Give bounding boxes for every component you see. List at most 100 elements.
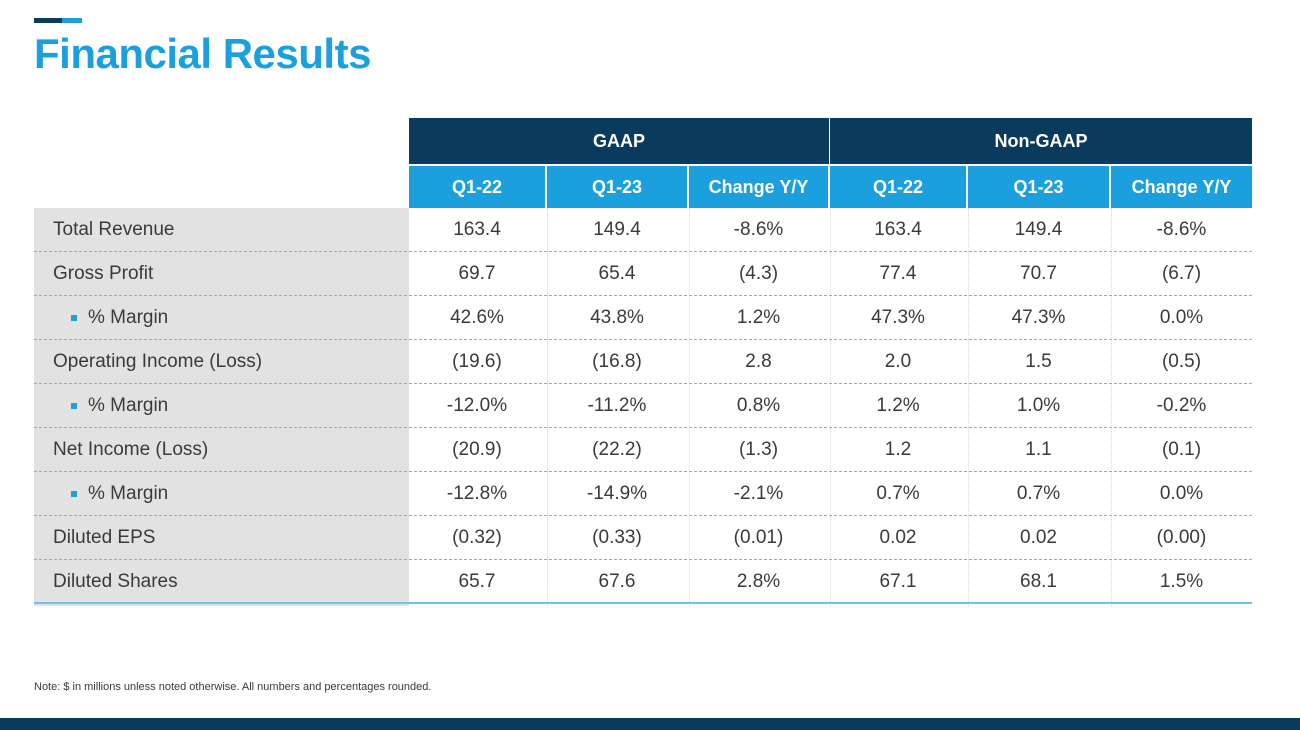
row-label-text: Operating Income (Loss) xyxy=(53,351,263,372)
value-cell: -12.8% xyxy=(446,483,508,504)
value-cell: -8.6% xyxy=(1156,219,1207,240)
value-cell: 1.1 xyxy=(1025,439,1052,460)
value-cell: 0.02 xyxy=(879,527,917,548)
value-cell: -14.9% xyxy=(586,483,648,504)
row-separator xyxy=(34,602,1252,604)
value-cell: 47.3% xyxy=(1011,307,1066,328)
value-cell: (0.5) xyxy=(1161,351,1202,372)
value-cell: 1.0% xyxy=(1016,395,1061,416)
column-header: Change Y/Y xyxy=(689,166,828,208)
table-row: Operating Income (Loss) (19.6) (16.8) 2.8 2.… xyxy=(34,340,1252,384)
column-header: Q1-22 xyxy=(409,166,545,208)
row-label: Net Income (Loss) xyxy=(34,428,409,472)
bullet-icon xyxy=(71,315,77,321)
value-cell: (0.00) xyxy=(1156,527,1207,548)
group-header-0: GAAP xyxy=(409,118,829,164)
value-cell: 163.4 xyxy=(874,219,922,240)
bullet-icon xyxy=(71,491,77,497)
table-row: Diluted EPS (0.32) (0.33) (0.01) 0.02 0.02 (0.… xyxy=(34,516,1252,560)
row-label: Total Revenue xyxy=(34,208,409,252)
value-cell: (6.7) xyxy=(1161,263,1202,284)
column-divider xyxy=(547,208,548,606)
row-label: % Margin xyxy=(34,384,409,428)
value-cell: (0.32) xyxy=(452,527,502,548)
row-label-text: % Margin xyxy=(88,395,169,416)
row-separator xyxy=(34,251,1252,252)
value-cell: 149.4 xyxy=(593,219,641,240)
value-cell: 67.1 xyxy=(879,571,917,592)
row-label: % Margin xyxy=(34,472,409,516)
row-label-text: Net Income (Loss) xyxy=(53,439,209,460)
row-label-text: Diluted Shares xyxy=(53,571,178,592)
column-divider xyxy=(689,208,690,606)
row-label-text: Diluted EPS xyxy=(53,527,156,548)
value-cell: (0.33) xyxy=(592,527,642,548)
column-divider xyxy=(830,208,831,606)
row-label: Diluted Shares xyxy=(34,560,409,604)
value-cell: 1.5 xyxy=(1025,351,1052,372)
value-cell: (20.9) xyxy=(452,439,502,460)
footnote: Note: $ in millions unless noted otherwi… xyxy=(34,681,432,693)
row-label-text: % Margin xyxy=(88,483,169,504)
footer-bar xyxy=(0,718,1300,730)
value-cell: 2.8% xyxy=(736,571,781,592)
value-cell: 67.6 xyxy=(598,571,636,592)
value-cell: (0.01) xyxy=(733,527,784,548)
value-cell: (19.6) xyxy=(452,351,502,372)
value-cell: (16.8) xyxy=(592,351,642,372)
row-label: Gross Profit xyxy=(34,252,409,296)
page-title: Financial Results xyxy=(34,30,371,77)
column-header: Q1-22 xyxy=(830,166,966,208)
column-header: Q1-23 xyxy=(968,166,1109,208)
table-row: % Margin 42.6% 43.8% 1.2% 47.3% 47.3% 0.0% xyxy=(34,296,1252,340)
row-label-text: Total Revenue xyxy=(53,219,175,240)
value-cell: 0.7% xyxy=(1016,483,1061,504)
column-divider xyxy=(968,208,969,606)
value-cell: 1.2% xyxy=(876,395,920,416)
table-row: Diluted Shares 65.7 67.6 2.8% 67.1 68.1 1.5% xyxy=(34,560,1252,604)
value-cell: -12.0% xyxy=(446,395,508,416)
row-separator xyxy=(34,559,1252,560)
value-cell: 1.2% xyxy=(736,307,781,328)
accent-bar-light xyxy=(62,18,82,23)
column-divider xyxy=(1111,208,1112,606)
value-cell: 43.8% xyxy=(590,307,644,328)
value-cell: (22.2) xyxy=(592,439,642,460)
value-cell: -11.2% xyxy=(587,395,647,416)
value-cell: 2.8 xyxy=(745,351,772,372)
value-cell: (4.3) xyxy=(738,263,779,284)
accent-bar xyxy=(34,18,82,23)
row-label-text: Gross Profit xyxy=(53,263,154,284)
value-cell: 163.4 xyxy=(453,219,501,240)
bullet-icon xyxy=(71,403,77,409)
value-cell: 42.6% xyxy=(450,307,504,328)
value-cell: 2.0 xyxy=(884,351,912,372)
table-body: Total Revenue 163.4 149.4 -8.6% 163.4 149.4 -8… xyxy=(34,208,1252,606)
row-label: Operating Income (Loss) xyxy=(34,340,409,384)
value-cell: 1.2 xyxy=(884,439,912,460)
group-header-1: Non-GAAP xyxy=(830,118,1252,164)
value-cell: 1.5% xyxy=(1159,571,1204,592)
table-row: Net Income (Loss) (20.9) (22.2) (1.3) 1.2 1.1… xyxy=(34,428,1252,472)
value-cell: 0.02 xyxy=(1020,527,1057,548)
value-cell: 47.3% xyxy=(871,307,925,328)
row-separator xyxy=(34,515,1252,516)
value-cell: 68.1 xyxy=(1020,571,1057,592)
value-cell: (1.3) xyxy=(738,439,779,460)
column-header: Q1-23 xyxy=(547,166,687,208)
value-cell: 69.7 xyxy=(458,263,496,284)
value-cell: 0.0% xyxy=(1159,483,1204,504)
table-row: % Margin -12.8% -14.9% -2.1% 0.7% 0.7% 0.0% xyxy=(34,472,1252,516)
row-separator xyxy=(34,427,1252,428)
value-cell: -2.1% xyxy=(733,483,784,504)
row-label: % Margin xyxy=(34,296,409,340)
value-cell: (0.1) xyxy=(1161,439,1202,460)
table-row: Total Revenue 163.4 149.4 -8.6% 163.4 149.4 -8… xyxy=(34,208,1252,252)
row-separator xyxy=(34,383,1252,384)
row-label: Diluted EPS xyxy=(34,516,409,560)
value-cell: 77.4 xyxy=(879,263,917,284)
value-cell: 0.8% xyxy=(736,395,781,416)
value-cell: 0.0% xyxy=(1159,307,1204,328)
value-cell: 65.7 xyxy=(458,571,496,592)
accent-bar-dark xyxy=(34,18,62,23)
